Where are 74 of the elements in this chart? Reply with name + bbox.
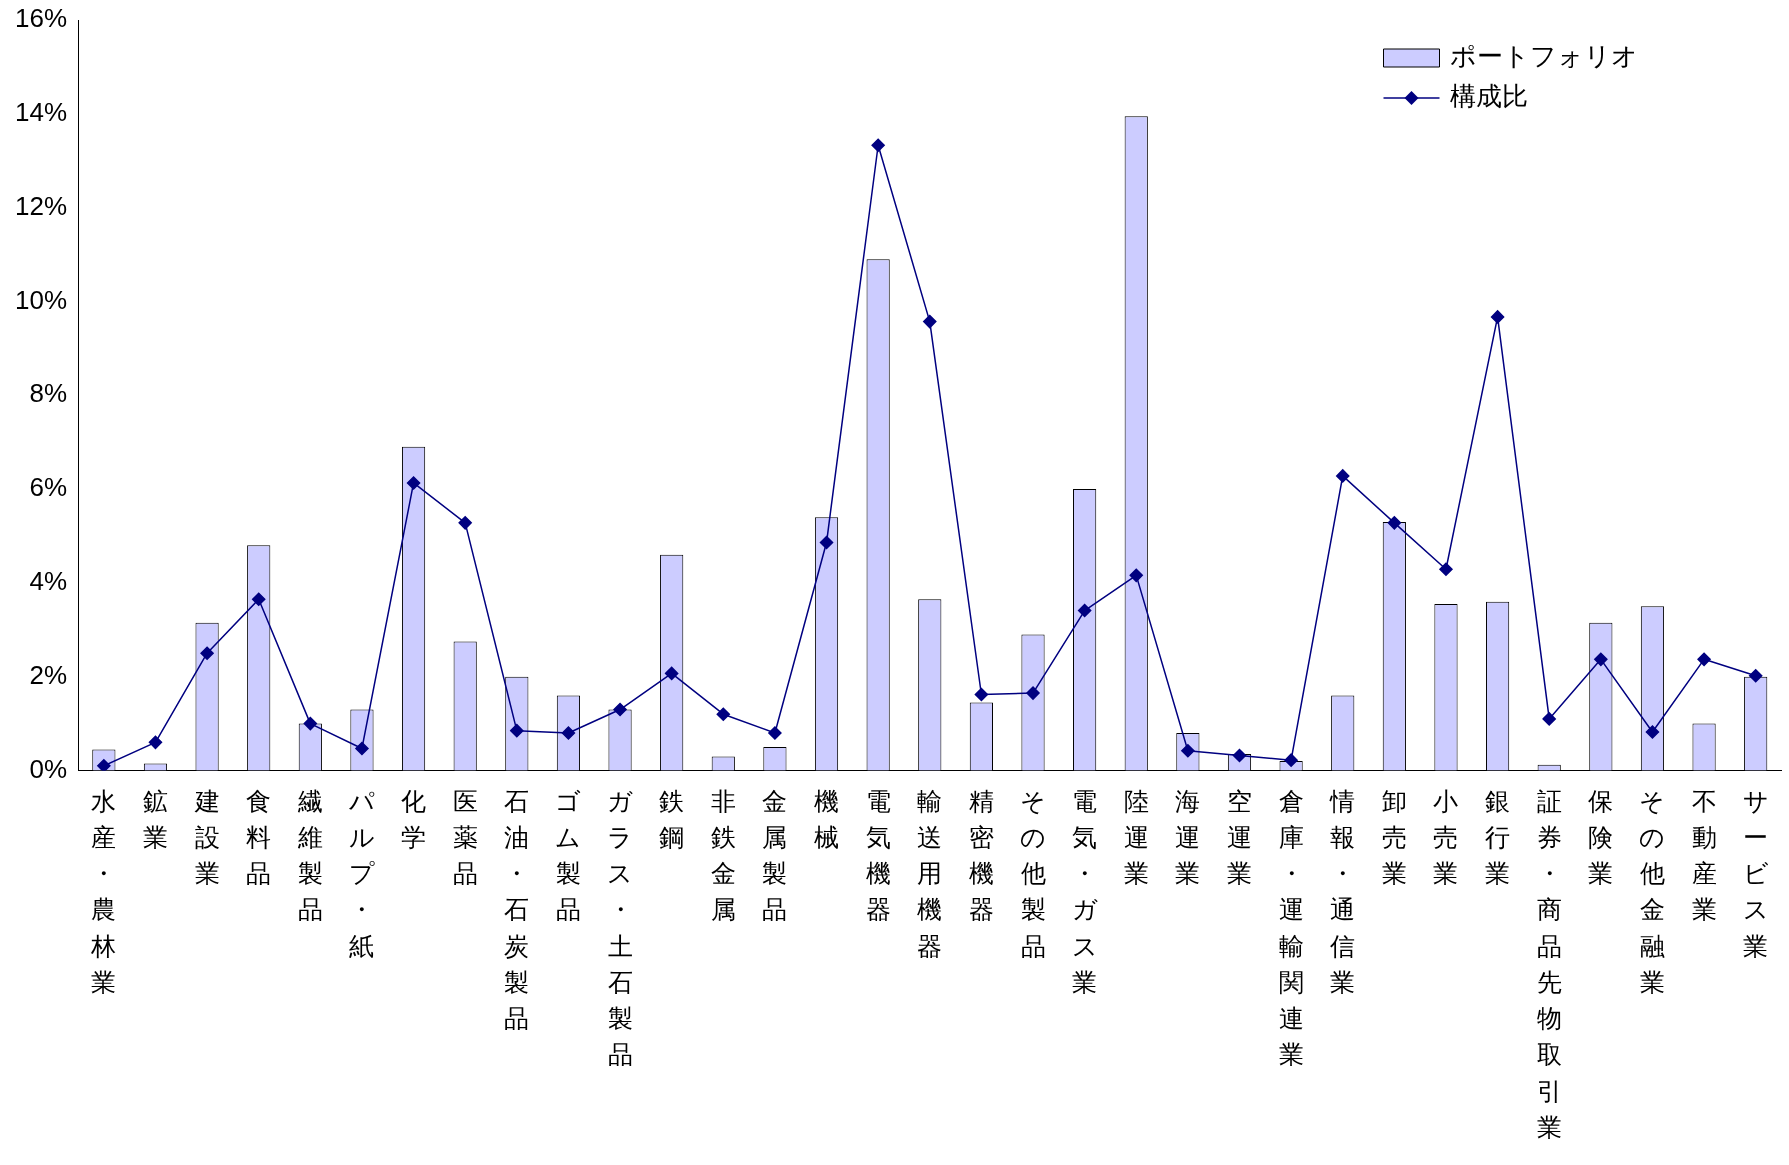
x-tick-label: 小売業 — [1433, 786, 1459, 888]
point — [923, 314, 937, 329]
y-tick-label: 14% — [14, 96, 68, 127]
point — [1335, 469, 1350, 483]
x-tick-label: パルプ・紙 — [347, 786, 375, 960]
point — [1748, 669, 1763, 683]
point — [200, 646, 214, 660]
x-tick-label: 卸売業 — [1381, 786, 1407, 888]
point — [406, 476, 421, 490]
point — [819, 535, 834, 550]
y-tick-label: 12% — [14, 190, 68, 221]
x-tick-label: 鉱業 — [142, 786, 168, 851]
x-tick-label: 倉庫・運輸関連業 — [1278, 786, 1304, 1069]
x-tick-label: 食料品 — [246, 786, 272, 888]
point — [1490, 310, 1505, 324]
point — [1697, 652, 1711, 667]
point — [716, 707, 731, 721]
legend-label: ポートフォリオ — [1449, 41, 1638, 72]
point — [1594, 652, 1608, 667]
point — [1542, 712, 1556, 726]
x-tick-label: ゴム製品 — [555, 786, 582, 924]
x-tick-label: 輸送用機器 — [917, 786, 943, 960]
x-tick-label: 電気・ガス業 — [1071, 786, 1098, 996]
y-tick-label: 10% — [14, 284, 68, 315]
x-tick-label: その他金融業 — [1639, 786, 1666, 996]
x-tick-label: 銀行業 — [1485, 786, 1511, 888]
point — [1129, 568, 1143, 583]
legend-label: 構成比 — [1449, 81, 1528, 112]
x-tick-label: ガラス・土石製品 — [607, 786, 634, 1069]
point — [148, 735, 163, 750]
point — [458, 516, 472, 530]
x-tick-label: 金属製品 — [762, 786, 788, 924]
point — [974, 687, 989, 702]
category-label: 証券・商品先物取引業 — [1536, 786, 1562, 1141]
point — [510, 723, 524, 738]
point — [1645, 725, 1660, 739]
point — [251, 592, 266, 607]
y-tick-label: 2% — [29, 659, 68, 690]
point — [561, 726, 576, 740]
x-tick-label: 精密機器 — [968, 786, 994, 924]
y-tick-label: 0% — [29, 753, 68, 784]
point — [1439, 562, 1453, 577]
point — [1284, 753, 1298, 767]
point — [768, 726, 782, 740]
x-tick-label: 石油・石炭製品 — [504, 786, 530, 1033]
point — [1387, 516, 1402, 530]
x-tick-label: 化学 — [401, 786, 427, 851]
x-tick-label: 繊維製品 — [296, 786, 323, 924]
x-tick-label: 非鉄金属 — [710, 786, 736, 924]
y-tick-label: 6% — [29, 472, 68, 503]
x-tick-label: 情報・通信業 — [1329, 786, 1356, 996]
y-tick-label: 8% — [29, 378, 68, 409]
point — [871, 138, 885, 152]
x-tick-label: 保険業 — [1588, 786, 1614, 888]
x-tick-label: 電気機器 — [865, 786, 891, 924]
x-tick-label: 建設業 — [193, 786, 220, 888]
point — [613, 702, 627, 717]
y-tick-label: 16% — [14, 3, 68, 34]
x-tick-label: サービス業 — [1742, 786, 1769, 960]
x-tick-label: 陸運業 — [1123, 786, 1149, 888]
point — [1026, 686, 1040, 700]
x-tick-label: 機械 — [814, 786, 840, 851]
x-tick-label: 医薬品 — [452, 786, 478, 888]
x-tick-label: その他製品 — [1020, 786, 1047, 960]
x-tick-label: 海運業 — [1175, 786, 1201, 888]
point — [303, 716, 318, 731]
x-tick-label: 不動産業 — [1691, 786, 1717, 924]
x-tick-label: 水産・農林業 — [90, 786, 117, 996]
x-tick-label: 空運業 — [1226, 786, 1252, 888]
x-tick-label: 鉄鋼 — [659, 786, 685, 851]
y-tick-label: 4% — [29, 566, 68, 597]
point — [1077, 603, 1092, 618]
point — [355, 741, 369, 756]
point — [664, 666, 679, 681]
